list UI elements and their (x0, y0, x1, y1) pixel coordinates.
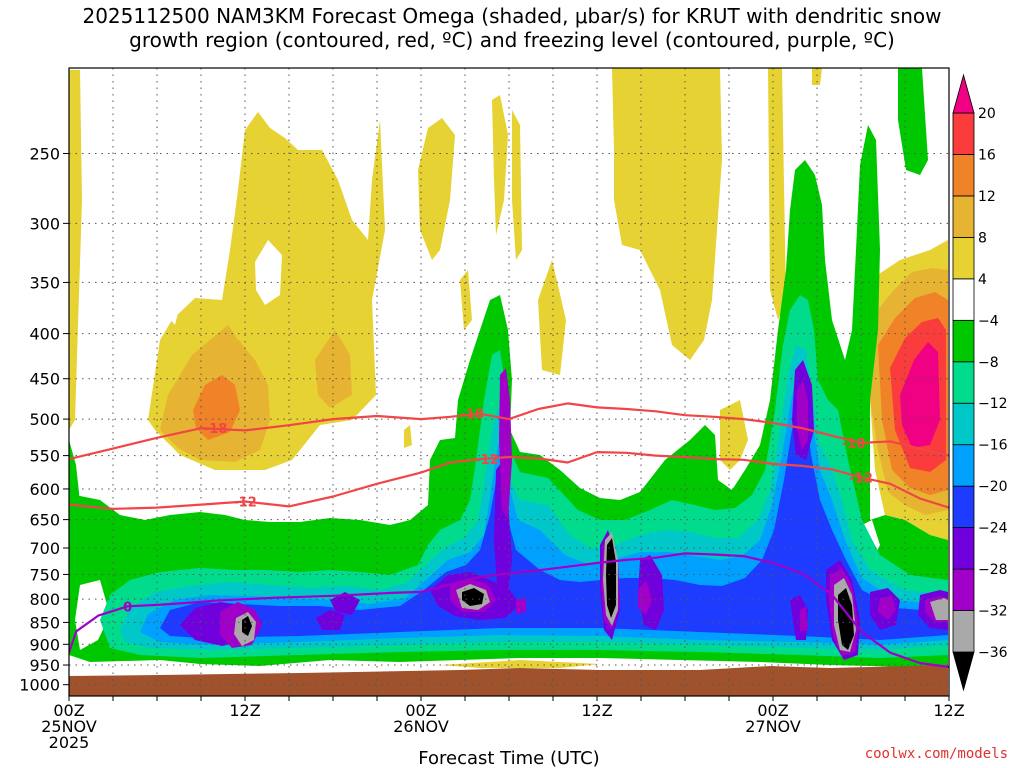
x-tick-label: 12Z (933, 701, 964, 720)
colorbar-swatch (952, 278, 975, 321)
contour-label: -12 (475, 453, 499, 468)
colorbar-label: 8 (978, 230, 987, 246)
y-tick-label: 400 (29, 325, 60, 344)
y-tick-label: 500 (29, 410, 60, 429)
x-tick-label: 12Z (581, 701, 612, 720)
colorbar-swatch (952, 73, 975, 114)
colorbar-label: 16 (978, 147, 996, 163)
colorbar-label: 4 (978, 272, 987, 288)
colorbar-swatch (952, 651, 975, 692)
contour-line (69, 451, 949, 510)
chart-title: 2025112500 NAM3KM Forecast Omega (shaded… (0, 4, 1024, 52)
colorbar-label: −4 (978, 313, 999, 329)
colorbar-swatch (952, 568, 975, 611)
colorbar-label: −32 (978, 604, 1008, 620)
y-tick-label: 650 (29, 511, 60, 530)
colorbar-swatch (952, 319, 975, 363)
x-tick-label: 26NOV (393, 717, 449, 736)
y-tick-label: 950 (29, 656, 60, 675)
y-tick-label: 300 (29, 214, 60, 233)
x-axis-label: Forecast Time (UTC) (418, 748, 599, 768)
colorbar-swatch (952, 112, 975, 155)
colorbar-label: 12 (978, 189, 996, 205)
contour-label: -18 (461, 408, 485, 423)
colorbar-swatch (952, 361, 975, 404)
contour-label: 0 (123, 600, 132, 615)
y-tick-label: 700 (29, 539, 60, 558)
y-tick-label: 850 (29, 613, 60, 632)
x-tick-label: 12Z (229, 701, 260, 720)
y-tick-label: 800 (29, 590, 60, 609)
omega-negative-20-24 (160, 400, 948, 640)
y-tick-label: 1000 (19, 676, 60, 695)
y-tick-label: 250 (29, 144, 60, 163)
colorbar-swatch (952, 154, 975, 197)
x-tick-label: 00Z (757, 701, 788, 720)
y-tick-label: 750 (29, 565, 60, 584)
x-tick-label: 00Z (53, 701, 84, 720)
colorbar-swatch (952, 402, 975, 446)
colorbar-label: −24 (978, 521, 1008, 537)
colorbar-label: 20 (978, 106, 996, 122)
colorbar-label: −36 (978, 645, 1008, 661)
title-line-2: growth region (contoured, red, ºC) and f… (129, 28, 895, 52)
colorbar-label: −12 (978, 396, 1008, 412)
y-tick-label: 600 (29, 480, 60, 499)
grid-lines (69, 68, 949, 696)
colorbar-label: −28 (978, 562, 1008, 578)
colorbar-label: −16 (978, 438, 1008, 454)
omega-positive-20-plus (900, 342, 940, 448)
colorbar-swatch (952, 195, 975, 238)
colorbar-label: −8 (978, 355, 999, 371)
title-line-1: 2025112500 NAM3KM Forecast Omega (shaded… (82, 4, 942, 28)
x-tick-label: 00Z (405, 701, 436, 720)
colorbar: −36 −32 −28 −24 −20 −16 −12 −8 −4 4 8 12 16 20 (952, 73, 1008, 692)
x-tick-label: 2025 (49, 733, 90, 752)
temperature-contours: -18 -18 -18 -12 -12 -12 0 (69, 402, 949, 669)
omega-below-36 (242, 538, 854, 650)
y-tick-label: 550 (29, 447, 60, 466)
site-credit: coolwx.com/models (865, 746, 1008, 762)
contour-label: -12 (849, 471, 873, 486)
x-tick-label: 27NOV (745, 717, 801, 736)
x-tick-label: 25NOV (41, 717, 97, 736)
contour-label: -18 (204, 422, 228, 437)
colorbar-swatch (952, 485, 975, 529)
y-tick-label: 900 (29, 635, 60, 654)
contour-label: -12 (233, 496, 257, 511)
colorbar-swatch (952, 236, 975, 280)
colorbar-swatch (952, 610, 975, 653)
colorbar-swatch (952, 527, 975, 570)
contour-label: -18 (842, 437, 866, 452)
near-surface-rising (440, 660, 600, 668)
contour-line (69, 552, 949, 669)
y-tick-label: 350 (29, 273, 60, 292)
contour-line (69, 402, 949, 461)
omega-negative-16-20 (140, 370, 948, 645)
colorbar-swatch (952, 444, 975, 487)
omega-neutral-holes (162, 240, 282, 325)
y-tick-label: 450 (29, 370, 60, 389)
colorbar-label: −20 (978, 479, 1008, 495)
